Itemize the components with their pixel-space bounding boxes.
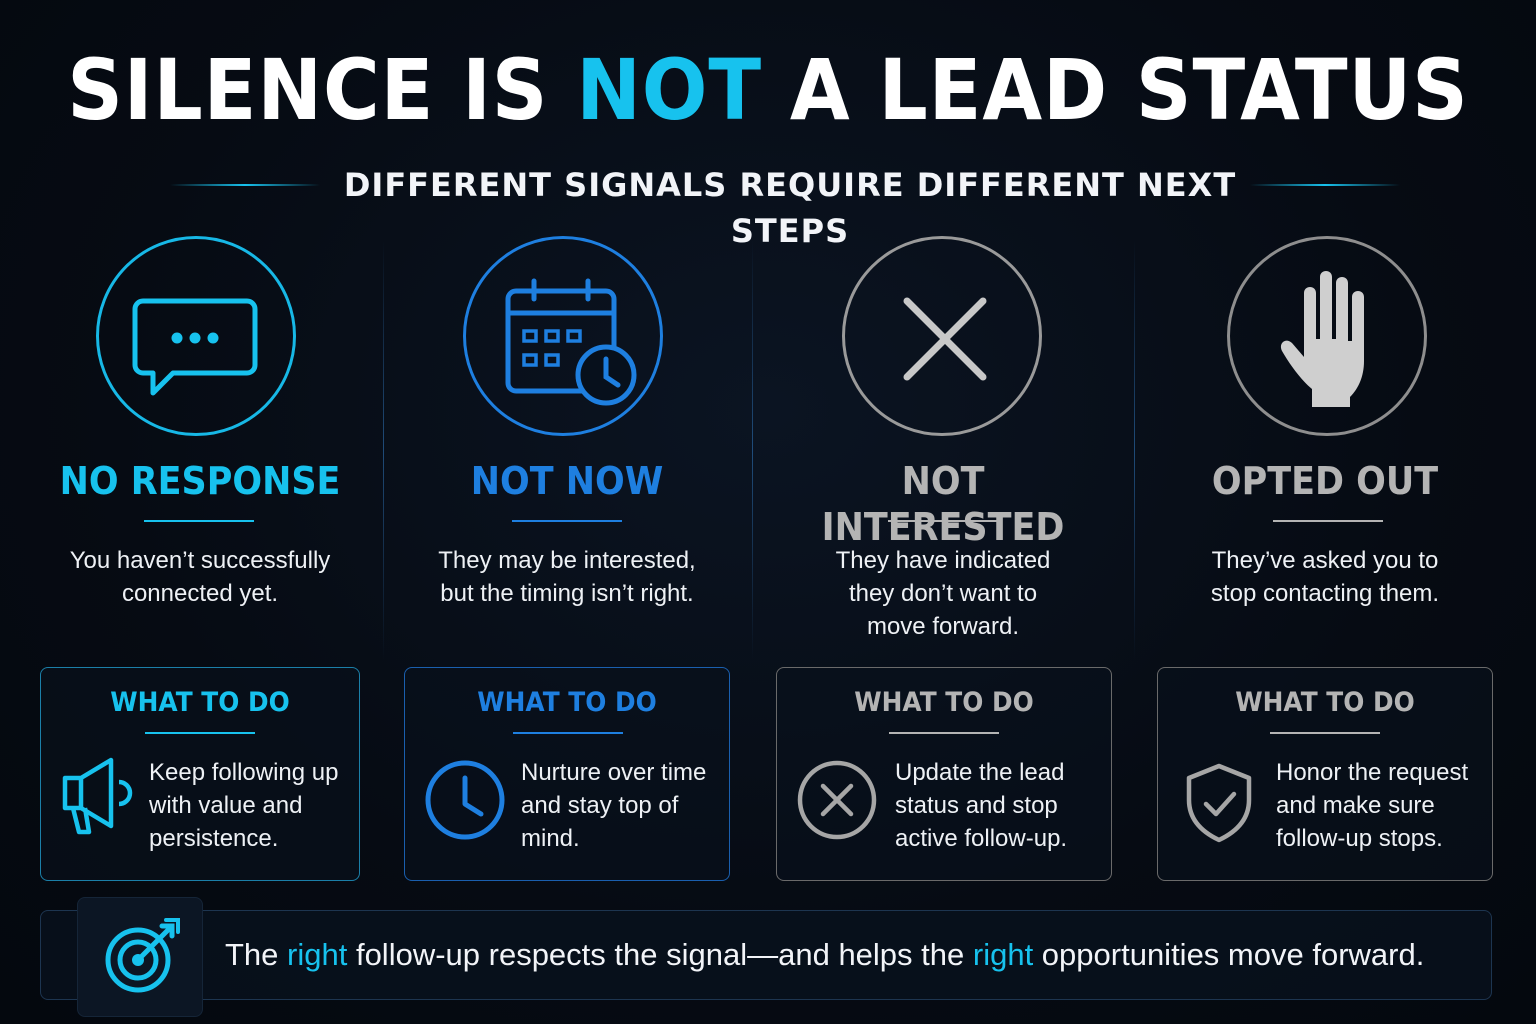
card-text: Update the lead status and stop active f… bbox=[895, 756, 1067, 855]
footer-banner: The right follow-up respects the signal—… bbox=[40, 897, 1492, 1017]
what-to-do-card: WHAT TO DO Honor the request and make su… bbox=[1157, 667, 1493, 881]
column-description: They may be interested, but the timing i… bbox=[405, 544, 729, 610]
card-text-line: status and stop bbox=[895, 792, 1058, 819]
card-text-line: persistence. bbox=[149, 825, 279, 852]
title-text: SILENCE IS bbox=[67, 41, 577, 139]
clock-icon bbox=[423, 758, 507, 847]
stop-hand-icon bbox=[1227, 236, 1427, 436]
column-no-response: NO RESPONSE You haven’t successfully con… bbox=[40, 234, 360, 654]
column-title: NO RESPONSE bbox=[59, 459, 341, 503]
title-rule bbox=[144, 520, 254, 522]
megaphone-icon bbox=[57, 756, 137, 845]
x-circle-icon bbox=[795, 758, 879, 847]
chat-bubble-icon bbox=[96, 236, 296, 436]
column-not-interested: NOT INTERESTED They have indicated they … bbox=[776, 234, 1110, 654]
card-title: WHAT TO DO bbox=[477, 687, 657, 718]
title-highlight: NOT bbox=[576, 41, 763, 139]
footer-highlight: right bbox=[287, 937, 348, 972]
card-text-line: with value and bbox=[149, 792, 303, 819]
column-divider bbox=[752, 240, 753, 660]
card-text-line: follow-up stops. bbox=[1276, 825, 1443, 852]
card-text-line: and stay top of bbox=[521, 792, 679, 819]
x-mark-icon bbox=[842, 236, 1042, 436]
card-text-line: Nurture over time bbox=[521, 759, 707, 786]
card-title: WHAT TO DO bbox=[854, 687, 1034, 718]
title-text-end: A LEAD STATUS bbox=[762, 41, 1469, 139]
description-line: but the timing isn’t right. bbox=[440, 580, 694, 607]
card-text-line: and make sure bbox=[1276, 792, 1435, 819]
card-title-rule bbox=[889, 732, 999, 734]
calendar-clock-icon bbox=[463, 236, 663, 436]
column-title: NOT NOW bbox=[470, 459, 664, 503]
what-to-do-card: WHAT TO DO Nurture over time and stay to… bbox=[404, 667, 730, 881]
description-line: They may be interested, bbox=[438, 547, 696, 574]
column-description: You haven’t successfully connected yet. bbox=[40, 544, 360, 610]
card-text-line: Honor the request bbox=[1276, 759, 1469, 786]
description-line: move forward. bbox=[866, 613, 1020, 640]
subtitle-rule-right bbox=[1250, 184, 1400, 186]
card-text-line: mind. bbox=[521, 825, 580, 852]
footer-message: The right follow-up respects the signal—… bbox=[225, 933, 1424, 977]
card-title-rule bbox=[145, 732, 255, 734]
description-line: stop contacting them. bbox=[1210, 580, 1440, 607]
card-title-rule bbox=[1270, 732, 1380, 734]
card-text-line: active follow-up. bbox=[895, 825, 1068, 852]
description-line: You haven’t successfully bbox=[69, 547, 331, 574]
column-not-now: NOT NOW They may be interested, but the … bbox=[405, 234, 729, 654]
column-title: OPTED OUT bbox=[1211, 459, 1439, 503]
shield-check-icon bbox=[1182, 760, 1256, 849]
title-rule bbox=[888, 520, 998, 522]
footer-highlight: right bbox=[972, 937, 1034, 972]
page-subtitle: DIFFERENT SIGNALS REQUIRE DIFFERENT NEXT… bbox=[343, 166, 1237, 250]
column-description: They have indicated they don’t want to m… bbox=[776, 544, 1110, 643]
footer-text: opportunities move forward. bbox=[1033, 937, 1425, 972]
target-icon bbox=[77, 897, 203, 1017]
column-description: They’ve asked you to stop contacting the… bbox=[1157, 544, 1493, 610]
page-title: SILENCE IS NOT A LEAD STATUS bbox=[61, 40, 1474, 140]
what-to-do-card: WHAT TO DO Update the lead status and st… bbox=[776, 667, 1112, 881]
description-line: they don’t want to bbox=[848, 580, 1038, 607]
card-title-rule bbox=[513, 732, 623, 734]
card-text: Nurture over time and stay top of mind. bbox=[521, 756, 706, 855]
title-rule bbox=[1273, 520, 1383, 522]
footer-text: The bbox=[225, 937, 288, 972]
card-title: WHAT TO DO bbox=[110, 687, 290, 718]
card-text: Keep following up with value and persist… bbox=[149, 756, 338, 855]
description-line: connected yet. bbox=[121, 580, 279, 607]
card-text: Honor the request and make sure follow-u… bbox=[1276, 756, 1468, 855]
column-title: NOT INTERESTED bbox=[821, 459, 1065, 549]
description-line: They’ve asked you to bbox=[1211, 547, 1439, 574]
subtitle-row: DIFFERENT SIGNALS REQUIRE DIFFERENT NEXT… bbox=[0, 162, 1536, 250]
card-text-line: Update the lead bbox=[895, 759, 1065, 786]
card-title: WHAT TO DO bbox=[1235, 687, 1415, 718]
title-rule bbox=[512, 520, 622, 522]
column-opted-out: OPTED OUT They’ve asked you to stop cont… bbox=[1157, 234, 1493, 654]
card-text-line: Keep following up bbox=[149, 759, 339, 786]
what-to-do-card: WHAT TO DO Keep following up with value … bbox=[40, 667, 360, 881]
subtitle-rule-left bbox=[170, 184, 320, 186]
column-divider bbox=[383, 240, 384, 660]
column-divider bbox=[1134, 240, 1135, 660]
footer-text: follow-up respects the signal—and helps … bbox=[347, 937, 973, 972]
description-line: They have indicated bbox=[835, 547, 1051, 574]
